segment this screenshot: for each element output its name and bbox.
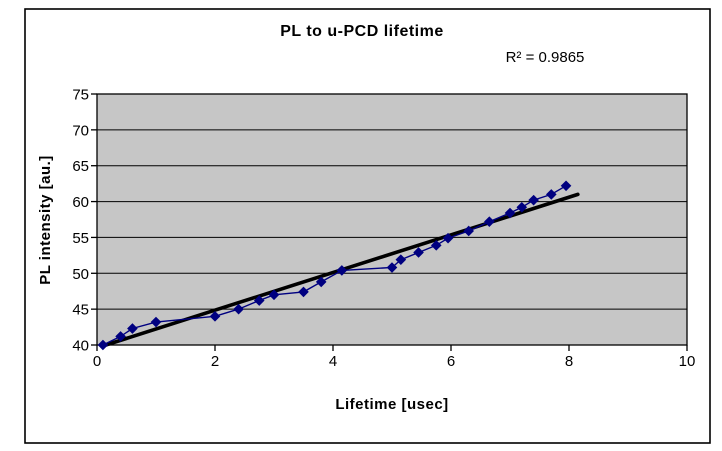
data-point-marker [442,232,454,244]
data-point-marker [484,216,495,227]
tick-labels-group: 40 45 50 55 60 65 70 75 0 2 4 6 8 10 [72,87,695,371]
data-point-marker [336,265,348,276]
y-tick-label: 65 [72,158,89,175]
data-series-group [97,180,580,351]
data-point-marker [545,189,557,200]
x-tick-label: 2 [211,353,219,370]
gridlines-group [97,129,687,310]
data-point-marker [209,311,221,322]
data-point-marker [413,247,424,258]
data-point-marker [315,276,327,288]
data-point-marker [268,289,280,301]
data-point-marker [430,240,442,251]
axis-ticks-group [91,93,688,351]
data-point-marker [253,295,265,306]
y-tick-label: 40 [72,338,89,355]
data-point-marker [233,303,244,315]
figure-border [24,8,711,444]
data-point-marker [150,316,162,328]
data-point-marker [97,339,109,351]
chart-title: PL to u-PCD lifetime [280,23,444,40]
data-point-marker [528,194,539,206]
y-tick-label: 50 [72,266,89,283]
y-tick-label: 55 [72,230,89,247]
data-point-marker [386,262,398,273]
x-axis-title: Lifetime [usec] [335,396,448,413]
y-tick-label: 45 [72,302,89,319]
y-axis-title: PL intensity [au.] [37,155,54,285]
x-tick-label: 0 [93,353,101,370]
data-point-marker [127,323,138,334]
data-point-marker [298,286,309,298]
r-squared-label: R² = 0.9865 [506,49,585,66]
y-tick-label: 75 [72,87,89,104]
x-tick-label: 6 [447,353,455,370]
data-point-marker [463,225,475,237]
data-point-marker [504,207,516,219]
data-point-marker [395,254,407,265]
y-tick-label: 60 [72,194,89,211]
y-tick-label: 70 [72,122,89,139]
x-tick-label: 10 [679,353,696,370]
plot-area [96,93,688,346]
data-point-marker [516,202,528,213]
data-point-marker [560,180,572,192]
x-tick-label: 8 [565,353,573,370]
x-tick-label: 4 [329,353,337,370]
data-point-marker [115,331,126,342]
